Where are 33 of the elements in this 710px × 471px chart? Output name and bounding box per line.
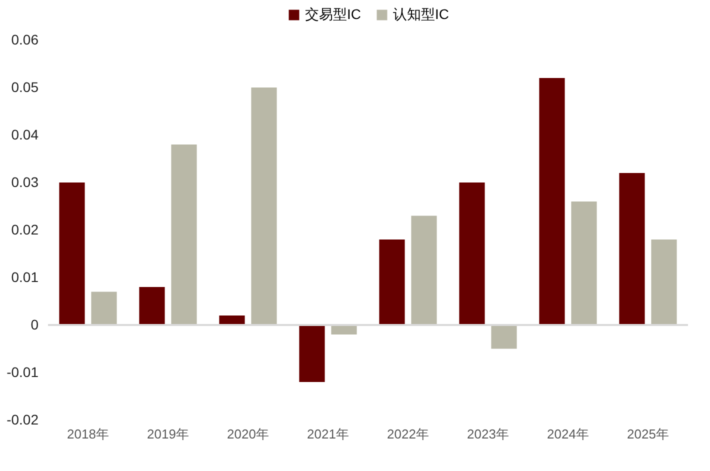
y-tick-label: 0.06 [11,32,39,48]
y-tick-label: -0.01 [6,364,39,380]
legend-label: 认知型IC [393,6,449,22]
bar [171,144,197,325]
x-tick-label: 2023年 [467,426,509,442]
bar [459,182,485,325]
bar [491,325,517,349]
bar [411,216,437,325]
x-tick-label: 2019年 [147,426,189,442]
bar [651,240,677,325]
bar [379,240,405,325]
y-tick-label: 0 [30,316,39,332]
y-tick-label: 0.04 [11,126,39,142]
bar [539,78,565,325]
y-tick-label: 0.02 [11,222,39,238]
bar [299,325,325,382]
x-tick-label: 2018年 [67,426,109,442]
y-tick-label: 0.01 [11,269,39,285]
bar [619,173,645,325]
bar [251,88,277,325]
bar [59,182,85,325]
x-tick-label: 2022年 [387,426,429,442]
x-tick-label: 2024年 [547,426,589,442]
x-tick-label: 2025年 [627,426,669,442]
bar [139,287,165,325]
y-tick-label: 0.03 [11,174,39,190]
bar [91,292,117,325]
x-tick-label: 2021年 [307,426,349,442]
bar [571,202,597,325]
y-tick-label: -0.02 [6,412,39,428]
legend-label: 交易型IC [305,6,361,22]
y-tick-label: 0.05 [11,79,39,95]
x-tick-label: 2020年 [227,426,269,442]
